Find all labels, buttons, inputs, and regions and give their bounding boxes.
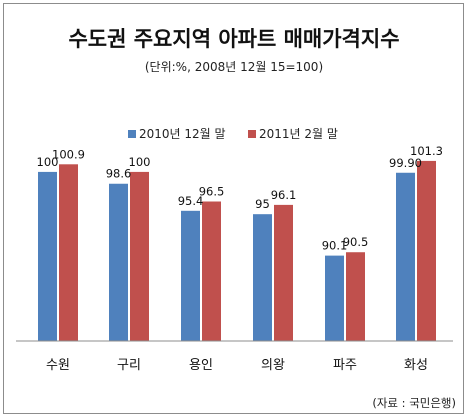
bar-series-1-2 [109, 183, 128, 341]
source-note: (자료 : 국민은행) [372, 396, 456, 410]
bar-series-1-1 [38, 171, 57, 341]
value-label-series-2-1: 100.9 [52, 147, 85, 161]
value-label-series-1-6: 99.90 [389, 156, 422, 170]
bar-series-2-1 [59, 164, 78, 341]
value-label-series-1-5: 90.1 [322, 239, 348, 253]
value-label-series-2-2: 100 [129, 155, 151, 169]
value-label-series-1-1: 100 [37, 155, 59, 169]
chart-frame: 수도권 주요지역 아파트 매매가격지수 (단위:%, 2008년 12월 15=… [3, 3, 464, 414]
category-label-6: 화성 [404, 358, 428, 373]
legend-swatch-series-2 [248, 130, 256, 138]
value-label-series-1-3: 95.4 [178, 194, 204, 208]
category-labels-group: 수원 구리 용인 의왕 파주 화성 [46, 358, 428, 373]
bar-series-1-3 [181, 210, 200, 341]
legend-swatch-series-1 [128, 130, 136, 138]
category-label-1: 수원 [46, 358, 70, 373]
category-label-3: 용인 [189, 358, 213, 373]
bars-group [38, 160, 436, 341]
legend-label-series-1: 2010년 12월 말 [139, 127, 226, 141]
bar-series-2-6 [417, 160, 436, 341]
value-label-series-2-4: 96.1 [271, 188, 297, 202]
chart-svg: 수도권 주요지역 아파트 매매가격지수 (단위:%, 2008년 12월 15=… [16, 27, 456, 410]
chart-subtitle: (단위:%, 2008년 12월 15=100) [145, 60, 323, 74]
category-label-4: 의왕 [261, 358, 285, 373]
bar-series-1-5 [325, 255, 344, 341]
bar-series-2-4 [274, 204, 293, 341]
value-labels-group: 100100.998.610095.496.59596.190.190.599.… [37, 144, 443, 253]
category-label-5: 파주 [333, 358, 357, 373]
chart-title: 수도권 주요지역 아파트 매매가격지수 [68, 27, 399, 51]
bar-series-2-3 [202, 201, 221, 341]
bar-series-2-5 [346, 252, 365, 341]
bar-series-1-4 [253, 214, 272, 341]
value-label-series-2-3: 96.5 [199, 185, 225, 199]
value-label-series-1-2: 98.6 [106, 167, 132, 181]
bar-series-2-2 [130, 171, 149, 341]
chart-legend: 2010년 12월 말 2011년 2월 말 [128, 127, 338, 141]
category-label-2: 구리 [117, 358, 141, 373]
bar-series-1-6 [396, 172, 415, 341]
legend-label-series-2: 2011년 2월 말 [259, 127, 338, 141]
value-label-series-2-6: 101.3 [410, 144, 443, 158]
value-label-series-1-4: 95 [255, 197, 270, 211]
value-label-series-2-5: 90.5 [343, 235, 369, 249]
